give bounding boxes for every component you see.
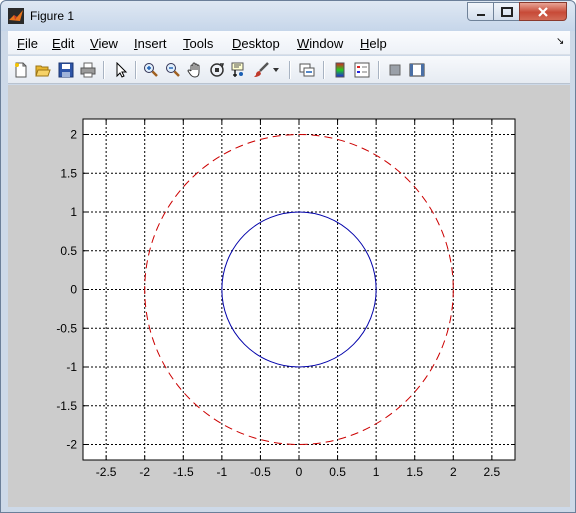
toolbar-separator	[135, 61, 136, 79]
close-icon	[538, 6, 548, 17]
show-plot-tools-button[interactable]	[407, 60, 427, 80]
y-tick-label: -0.5	[56, 321, 77, 335]
window-title: Figure 1	[30, 9, 75, 23]
insert-legend-button[interactable]	[352, 60, 372, 80]
menu-help[interactable]: Help	[360, 36, 387, 51]
y-tick-label: -1.5	[56, 399, 77, 413]
show-plot-tools-icon	[409, 63, 425, 77]
x-tick-label: 1.5	[406, 465, 423, 479]
menu-desktop[interactable]: Desktop	[232, 36, 280, 51]
rotate-3d-button[interactable]	[207, 60, 227, 80]
y-tick-label: 2	[70, 128, 77, 142]
menu-file[interactable]: File	[17, 36, 38, 51]
new-figure-icon	[15, 62, 27, 78]
zoom-out-icon	[166, 63, 180, 77]
x-tick-label: 1	[373, 465, 380, 479]
rotate-3d-icon	[210, 63, 225, 77]
toolbar-separator	[103, 61, 104, 79]
menu-window[interactable]: Window	[297, 36, 344, 51]
brush-button[interactable]	[251, 60, 271, 80]
minimize-icon	[476, 13, 485, 16]
maximize-icon	[500, 6, 513, 17]
minimize-button[interactable]	[467, 2, 494, 21]
y-tick-label: 1	[70, 205, 77, 219]
save-icon	[58, 62, 74, 78]
print-button[interactable]	[78, 60, 98, 80]
x-tick-label: 2.5	[484, 465, 501, 479]
y-tick-label: -1	[66, 360, 77, 374]
link-plot-icon	[299, 63, 315, 77]
x-tick-label: -2.5	[96, 465, 117, 479]
pan-hand-icon	[187, 62, 200, 78]
x-tick-label: 0.5	[329, 465, 346, 479]
print-icon	[80, 62, 96, 78]
new-figure-button[interactable]	[11, 60, 31, 80]
hide-plot-tools-icon	[389, 64, 401, 76]
menu-dock-arrow-icon[interactable]: ↘	[556, 36, 565, 47]
hide-plot-tools-button[interactable]	[385, 60, 405, 80]
brush-dropdown-button[interactable]	[271, 60, 281, 80]
y-tick-label: 0.5	[60, 244, 77, 258]
link-plot-button[interactable]	[297, 60, 317, 80]
series-circle-2	[144, 134, 454, 445]
series-circle-1	[221, 211, 377, 368]
menu-view[interactable]: View	[90, 36, 118, 51]
plot-axes[interactable]: -2.5 -2 -1.5 -1 -0.5 0 0.5 1 1.5 2 2.5 -2 -1.5 -1 -0.5…	[8, 85, 570, 507]
x-tick-label: 0	[296, 465, 303, 479]
save-button[interactable]	[56, 60, 76, 80]
y-tick-label: -2	[66, 438, 77, 452]
y-tick-label: 0	[70, 283, 77, 297]
zoom-out-button[interactable]	[163, 60, 183, 80]
colorbar-icon	[335, 62, 345, 78]
close-button[interactable]	[519, 2, 567, 21]
open-file-button[interactable]	[33, 60, 53, 80]
brush-icon	[254, 62, 269, 77]
toolbar-separator	[289, 61, 290, 79]
x-tick-label: -2	[139, 465, 150, 479]
matlab-logo-icon	[8, 8, 24, 24]
data-cursor-button[interactable]	[229, 60, 249, 80]
menu-bar: File Edit View Insert Tools Desktop Wind…	[8, 31, 570, 55]
axes-border	[82, 118, 516, 461]
figure-canvas[interactable]: -2.5 -2 -1.5 -1 -0.5 0 0.5 1 1.5 2 2.5 -2 -1.5 -1 -0.5…	[8, 85, 570, 507]
menu-edit[interactable]: Edit	[52, 36, 75, 51]
figure-toolbar	[8, 56, 570, 84]
chevron-down-icon	[273, 68, 279, 72]
maximize-button[interactable]	[493, 2, 520, 21]
edit-plot-arrow-icon	[116, 62, 128, 78]
legend-icon	[354, 62, 370, 78]
zoom-in-icon	[144, 63, 158, 77]
x-tick-label: -0.5	[250, 465, 271, 479]
menu-insert[interactable]: Insert	[134, 36, 167, 51]
pan-button[interactable]	[185, 60, 205, 80]
y-tick-label: 1.5	[60, 166, 77, 180]
edit-plot-button[interactable]	[111, 60, 131, 80]
data-cursor-icon	[231, 62, 244, 77]
insert-colorbar-button[interactable]	[330, 60, 350, 80]
x-tick-label: -1.5	[173, 465, 194, 479]
title-bar[interactable]: Figure 1	[1, 1, 575, 31]
open-file-icon	[35, 65, 51, 77]
toolbar-separator	[378, 61, 379, 79]
x-tick-label: -1	[217, 465, 228, 479]
zoom-in-button[interactable]	[141, 60, 161, 80]
toolbar-separator	[323, 61, 324, 79]
menu-tools[interactable]: Tools	[183, 36, 214, 51]
x-tick-label: 2	[450, 465, 457, 479]
